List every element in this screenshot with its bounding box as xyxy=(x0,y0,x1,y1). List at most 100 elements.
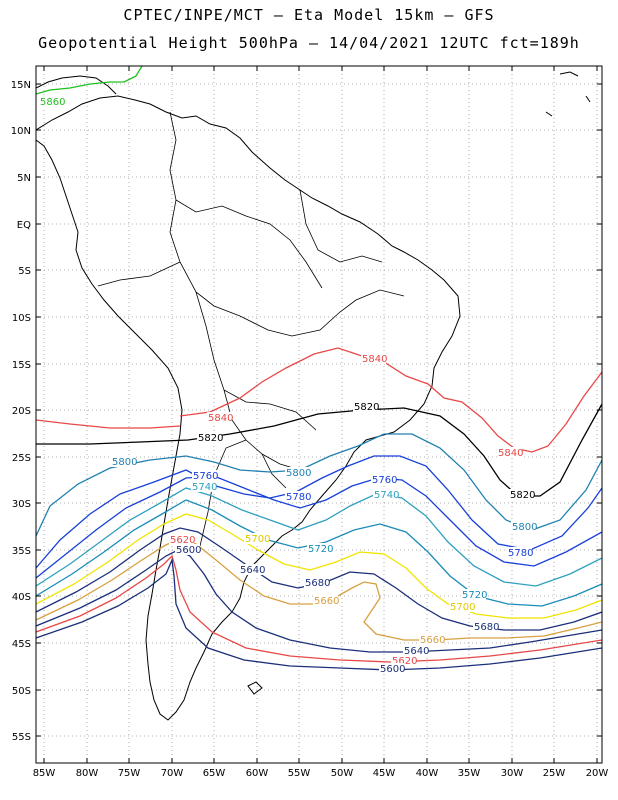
lon-label: 70W xyxy=(161,768,184,779)
contour-label-bg xyxy=(285,491,310,502)
contour-label-bg xyxy=(239,564,264,575)
continent-outlines xyxy=(36,71,591,721)
contour-5720 xyxy=(36,499,602,607)
contour-label-bg xyxy=(111,456,136,467)
contour-label-bg xyxy=(207,412,232,423)
contour-label-bg xyxy=(197,432,222,443)
contour-label-5700: 5700 xyxy=(245,534,270,545)
contour-label-5800: 5800 xyxy=(112,457,137,468)
contour-label-bg xyxy=(473,621,498,632)
axis-ticks: 15N 10N 5N EQ 5S 10S 15S 20S 25S 30S 35S 40S 45S 50S 5… xyxy=(11,66,609,779)
contour-5600 xyxy=(36,557,602,671)
lat-label: 20S xyxy=(12,406,31,417)
contour-label-5600: 5600 xyxy=(380,664,405,675)
contour-5840-north xyxy=(179,347,602,453)
contour-label-bg xyxy=(379,663,404,674)
map-subtitle: Geopotential Height 500hPa — 14/04/2021 … xyxy=(38,34,580,52)
contour-label-bg xyxy=(511,521,536,532)
lat-label: 15N xyxy=(11,80,31,91)
falkland-islands xyxy=(247,681,263,695)
contour-5640 xyxy=(36,549,602,653)
lon-label: 80W xyxy=(76,768,99,779)
contour-label-bg xyxy=(461,589,486,600)
contour-5820 xyxy=(36,403,602,497)
lon-label: 60W xyxy=(246,768,269,779)
contour-5740 xyxy=(36,487,602,587)
contour-label-bg xyxy=(353,401,378,412)
lat-label: 5S xyxy=(18,266,31,277)
lon-label: 35W xyxy=(458,768,481,779)
contour-label-bg xyxy=(361,353,386,364)
contour-label-bg xyxy=(244,533,269,544)
contour-label-bg xyxy=(313,595,338,606)
contour-label-5740: 5740 xyxy=(192,482,217,493)
contour-label-bg xyxy=(419,634,444,645)
lon-label: 20W xyxy=(586,768,609,779)
contour-label-5760: 5760 xyxy=(372,475,397,486)
lat-label: 10S xyxy=(12,313,31,324)
contour-5760 xyxy=(36,475,602,579)
lat-label: 50S xyxy=(12,686,31,697)
contour-label-bg xyxy=(373,489,398,500)
contour-label-5860: 5860 xyxy=(40,97,65,108)
contour-label-bg xyxy=(371,474,396,485)
lat-label: 10N xyxy=(11,126,31,137)
lat-label: 55S xyxy=(12,732,31,743)
south-america-outline xyxy=(36,95,461,721)
contour-label-bg xyxy=(304,577,329,588)
map-frame xyxy=(35,65,603,764)
lon-label: 30W xyxy=(501,768,524,779)
contour-label-5640: 5640 xyxy=(240,565,265,576)
map-title: CPTEC/INPE/MCT — Eta Model 15km — GFS xyxy=(123,6,495,24)
lat-label: EQ xyxy=(17,220,31,231)
lat-label: 30S xyxy=(12,499,31,510)
lon-label: 65W xyxy=(203,768,226,779)
contour-label-5780: 5780 xyxy=(286,492,311,503)
contour-label-5800: 5800 xyxy=(512,522,537,533)
contour-label-5680: 5680 xyxy=(474,622,499,633)
lon-label: 45W xyxy=(373,768,396,779)
contour-label-5820: 5820 xyxy=(198,433,223,444)
contour-label-5780: 5780 xyxy=(508,548,533,559)
contour-5620 xyxy=(36,554,602,663)
lat-label: 35S xyxy=(12,546,31,557)
lon-label: 50W xyxy=(331,768,354,779)
contour-label-5700: 5700 xyxy=(450,602,475,613)
contour-label-bg xyxy=(507,547,532,558)
central-america-outline xyxy=(36,75,117,95)
lat-label: 5N xyxy=(17,173,31,184)
lon-label: 40W xyxy=(416,768,439,779)
contour-label-5680: 5680 xyxy=(305,578,330,589)
contour-label-5840: 5840 xyxy=(208,413,233,424)
contour-5860 xyxy=(36,66,143,95)
contour-label-5620: 5620 xyxy=(170,535,195,546)
contour-label-bg xyxy=(509,489,534,500)
contour-label-bg xyxy=(307,543,332,554)
contour-label-5620: 5620 xyxy=(392,656,417,667)
contour-label-5640: 5640 xyxy=(404,646,429,657)
contour-label-5840: 5840 xyxy=(498,448,523,459)
contour-label-5600: 5600 xyxy=(176,545,201,556)
lat-label: 40S xyxy=(12,592,31,603)
contour-label-bg xyxy=(169,534,194,545)
contour-label-5720: 5720 xyxy=(462,590,487,601)
lon-label: 75W xyxy=(118,768,141,779)
contour-label-bg xyxy=(175,544,200,555)
contour-label-5820: 5820 xyxy=(354,402,379,413)
contour-label-bg xyxy=(39,96,64,107)
contour-label-5840: 5840 xyxy=(362,354,387,365)
contour-label-bg xyxy=(192,470,217,481)
lat-label: 25S xyxy=(12,453,31,464)
contour-label-bg xyxy=(403,645,428,656)
lat-label: 45S xyxy=(12,639,31,650)
contour-label-bg xyxy=(285,467,310,478)
contour-label-5740: 5740 xyxy=(374,490,399,501)
contour-label-5760: 5760 xyxy=(193,471,218,482)
lon-label: 85W xyxy=(33,768,56,779)
contour-label-5660: 5660 xyxy=(420,635,445,646)
contour-label-bg xyxy=(497,447,522,458)
contour-5840-west xyxy=(36,419,181,429)
contour-5700 xyxy=(36,513,602,619)
lat-label: 15S xyxy=(12,360,31,371)
